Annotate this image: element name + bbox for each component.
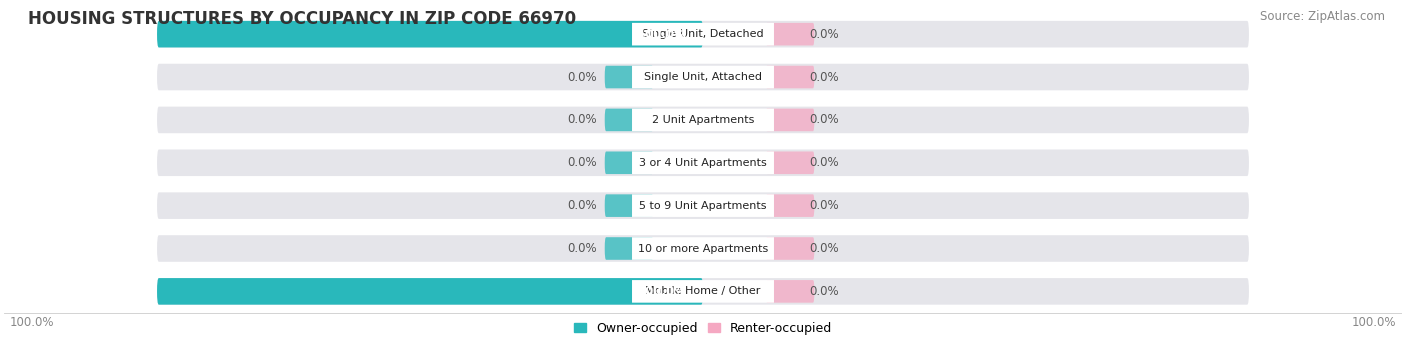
FancyBboxPatch shape bbox=[605, 194, 654, 217]
Text: 0.0%: 0.0% bbox=[810, 242, 839, 255]
Text: 100.0%: 100.0% bbox=[10, 316, 53, 329]
FancyBboxPatch shape bbox=[157, 21, 1249, 47]
FancyBboxPatch shape bbox=[766, 280, 814, 303]
Text: Source: ZipAtlas.com: Source: ZipAtlas.com bbox=[1260, 10, 1385, 23]
Text: 0.0%: 0.0% bbox=[567, 199, 596, 212]
FancyBboxPatch shape bbox=[605, 66, 654, 88]
FancyBboxPatch shape bbox=[605, 280, 654, 303]
FancyBboxPatch shape bbox=[633, 109, 773, 131]
FancyBboxPatch shape bbox=[766, 109, 814, 131]
FancyBboxPatch shape bbox=[157, 278, 703, 305]
Text: Single Unit, Attached: Single Unit, Attached bbox=[644, 72, 762, 82]
FancyBboxPatch shape bbox=[605, 237, 654, 260]
Text: 100.0%: 100.0% bbox=[1353, 316, 1396, 329]
Text: 0.0%: 0.0% bbox=[810, 199, 839, 212]
FancyBboxPatch shape bbox=[633, 66, 773, 88]
Legend: Owner-occupied, Renter-occupied: Owner-occupied, Renter-occupied bbox=[568, 317, 838, 340]
FancyBboxPatch shape bbox=[157, 149, 1249, 176]
FancyBboxPatch shape bbox=[766, 151, 814, 174]
Text: 0.0%: 0.0% bbox=[810, 28, 839, 41]
FancyBboxPatch shape bbox=[766, 66, 814, 88]
FancyBboxPatch shape bbox=[766, 237, 814, 260]
Text: 0.0%: 0.0% bbox=[567, 114, 596, 127]
FancyBboxPatch shape bbox=[633, 194, 773, 217]
FancyBboxPatch shape bbox=[157, 278, 1249, 305]
Text: 100.0%: 100.0% bbox=[638, 285, 686, 298]
Text: 2 Unit Apartments: 2 Unit Apartments bbox=[652, 115, 754, 125]
FancyBboxPatch shape bbox=[157, 21, 703, 47]
FancyBboxPatch shape bbox=[605, 23, 654, 45]
FancyBboxPatch shape bbox=[633, 23, 773, 45]
Text: 100.0%: 100.0% bbox=[638, 28, 686, 41]
Text: 0.0%: 0.0% bbox=[810, 71, 839, 84]
Text: 0.0%: 0.0% bbox=[810, 285, 839, 298]
FancyBboxPatch shape bbox=[633, 151, 773, 174]
Text: 0.0%: 0.0% bbox=[810, 114, 839, 127]
FancyBboxPatch shape bbox=[633, 280, 773, 303]
FancyBboxPatch shape bbox=[633, 237, 773, 260]
FancyBboxPatch shape bbox=[766, 194, 814, 217]
FancyBboxPatch shape bbox=[766, 23, 814, 45]
Text: 0.0%: 0.0% bbox=[567, 71, 596, 84]
Text: 10 or more Apartments: 10 or more Apartments bbox=[638, 243, 768, 253]
FancyBboxPatch shape bbox=[157, 192, 1249, 219]
Text: 5 to 9 Unit Apartments: 5 to 9 Unit Apartments bbox=[640, 201, 766, 211]
FancyBboxPatch shape bbox=[157, 107, 1249, 133]
Text: 0.0%: 0.0% bbox=[567, 242, 596, 255]
FancyBboxPatch shape bbox=[605, 109, 654, 131]
Text: 3 or 4 Unit Apartments: 3 or 4 Unit Apartments bbox=[640, 158, 766, 168]
Text: 0.0%: 0.0% bbox=[810, 156, 839, 169]
Text: HOUSING STRUCTURES BY OCCUPANCY IN ZIP CODE 66970: HOUSING STRUCTURES BY OCCUPANCY IN ZIP C… bbox=[28, 10, 576, 28]
Text: Single Unit, Detached: Single Unit, Detached bbox=[643, 29, 763, 39]
Text: 0.0%: 0.0% bbox=[567, 156, 596, 169]
FancyBboxPatch shape bbox=[157, 64, 1249, 90]
FancyBboxPatch shape bbox=[605, 151, 654, 174]
FancyBboxPatch shape bbox=[157, 235, 1249, 262]
Text: Mobile Home / Other: Mobile Home / Other bbox=[645, 286, 761, 296]
